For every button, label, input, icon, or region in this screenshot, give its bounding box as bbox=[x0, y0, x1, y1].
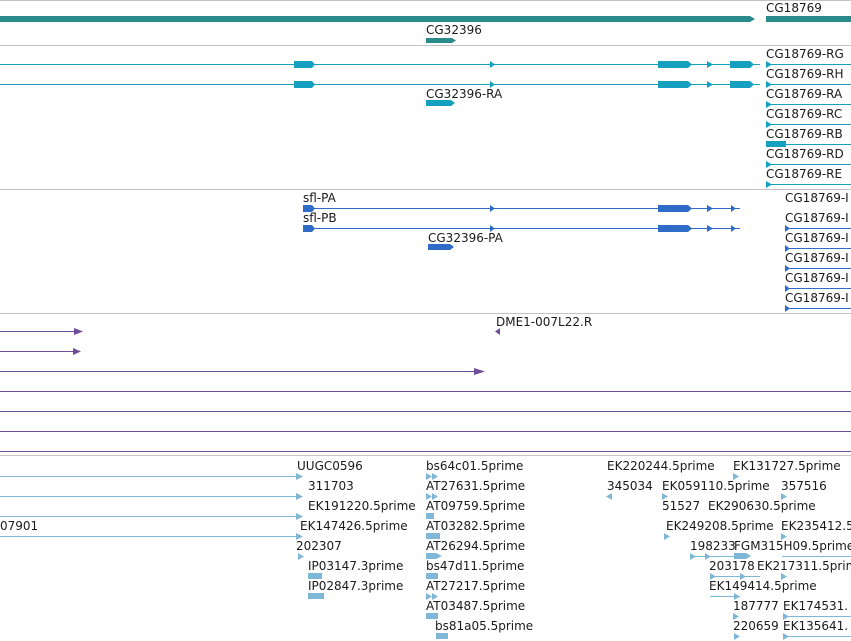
est-label[interactable]: bs47d11.5prime bbox=[426, 559, 525, 573]
est-label[interactable]: 311703 bbox=[308, 479, 354, 493]
est-label[interactable]: EK235412.5 bbox=[781, 519, 851, 533]
gene-track bbox=[0, 16, 851, 43]
transcript-label[interactable]: CG18769-RC bbox=[766, 107, 843, 121]
est-label[interactable]: AT03282.5prime bbox=[426, 519, 526, 533]
protein-label[interactable]: CG18769-I bbox=[785, 231, 849, 245]
gene-feature-cg18769-right[interactable] bbox=[766, 16, 851, 22]
est-label[interactable]: bs81a05.5prime bbox=[435, 619, 534, 633]
protein-label[interactable]: sfl-PB bbox=[303, 211, 337, 225]
est-label[interactable]: FGM315H09.5prime bbox=[734, 539, 851, 553]
est-label[interactable]: AT27631.5prime bbox=[426, 479, 526, 493]
est-label[interactable]: 198233 bbox=[690, 539, 736, 553]
est-label[interactable]: EK191220.5prime bbox=[308, 499, 416, 513]
est-label[interactable]: 187777 bbox=[733, 599, 779, 613]
protein-label[interactable]: CG32396-PA bbox=[428, 231, 503, 245]
transcript-label[interactable]: CG18769-RB bbox=[766, 127, 843, 141]
est-label[interactable]: IP03147.3prime bbox=[308, 559, 404, 573]
est-track bbox=[0, 473, 851, 640]
est-label[interactable]: UUGC0596 bbox=[297, 459, 363, 473]
est-label[interactable]: AT26294.5prime bbox=[426, 539, 526, 553]
track-divider bbox=[0, 0, 851, 1]
est-label[interactable]: EK135641. bbox=[783, 619, 849, 633]
transcript-label[interactable]: CG32396-RA bbox=[426, 87, 503, 101]
gene-feature-cg18769[interactable] bbox=[0, 16, 750, 22]
transcript-label[interactable]: CG18769-RD bbox=[766, 147, 844, 161]
gene-label-cg18769[interactable]: CG18769 bbox=[766, 1, 822, 15]
est-label[interactable]: EK217311.5prime bbox=[757, 559, 851, 573]
est-label[interactable]: EK149414.5prime bbox=[709, 579, 817, 593]
transcript-label[interactable]: CG18769-RE bbox=[766, 167, 843, 181]
protein-label[interactable]: CG18769-I bbox=[785, 191, 849, 205]
est-label[interactable]: 203178 bbox=[709, 559, 755, 573]
est-label[interactable]: 51527 bbox=[662, 499, 701, 513]
est-label[interactable]: AT27217.5prime bbox=[426, 579, 526, 593]
transcript-label[interactable]: CG18769-RA bbox=[766, 87, 843, 101]
protein-label[interactable]: CG18769-I bbox=[785, 291, 849, 305]
est-label[interactable]: EK059110.5prime bbox=[662, 479, 770, 493]
est-label[interactable]: AT09759.5prime bbox=[426, 499, 526, 513]
est-label[interactable]: EK249208.5prime bbox=[666, 519, 774, 533]
est-label[interactable]: AT03487.5prime bbox=[426, 599, 526, 613]
protein-label[interactable]: sfl-PA bbox=[303, 191, 336, 205]
clone-track bbox=[0, 328, 851, 452]
transcript-label[interactable]: CG18769-RH bbox=[766, 67, 844, 81]
track-divider bbox=[0, 45, 851, 46]
transcript-track bbox=[0, 61, 851, 188]
est-label[interactable]: EK131727.5prime bbox=[733, 459, 841, 473]
gene-feature-cg32396[interactable] bbox=[426, 38, 452, 43]
est-label[interactable]: bs64c01.5prime bbox=[426, 459, 524, 473]
est-label[interactable]: EK147426.5prime bbox=[300, 519, 408, 533]
protein-label[interactable]: CG18769-I bbox=[785, 251, 849, 265]
transcript-label[interactable]: CG18769-RG bbox=[766, 47, 844, 61]
est-label[interactable]: 07901 bbox=[0, 519, 39, 533]
clone-label[interactable]: DME1-007L22.R bbox=[496, 315, 593, 329]
est-label[interactable]: 220659 bbox=[733, 619, 779, 633]
protein-label[interactable]: CG18769-I bbox=[785, 271, 849, 285]
protein-label[interactable]: CG18769-I bbox=[785, 211, 849, 225]
track-divider bbox=[0, 189, 851, 190]
protein-track bbox=[303, 205, 851, 312]
est-label[interactable]: EK290630.5prime bbox=[708, 499, 816, 513]
track-divider bbox=[0, 455, 851, 456]
est-label[interactable]: EK220244.5prime bbox=[607, 459, 715, 473]
track-divider bbox=[0, 313, 851, 314]
est-label[interactable]: IP02847.3prime bbox=[308, 579, 404, 593]
est-label[interactable]: 202307 bbox=[296, 539, 342, 553]
est-label[interactable]: 345034 bbox=[607, 479, 653, 493]
gene-strand-arrow bbox=[750, 16, 755, 22]
gene-strand-arrow bbox=[452, 38, 456, 43]
est-label[interactable]: 357516 bbox=[781, 479, 827, 493]
est-label[interactable]: EK174531. bbox=[783, 599, 849, 613]
gene-label-cg32396[interactable]: CG32396 bbox=[426, 23, 482, 37]
